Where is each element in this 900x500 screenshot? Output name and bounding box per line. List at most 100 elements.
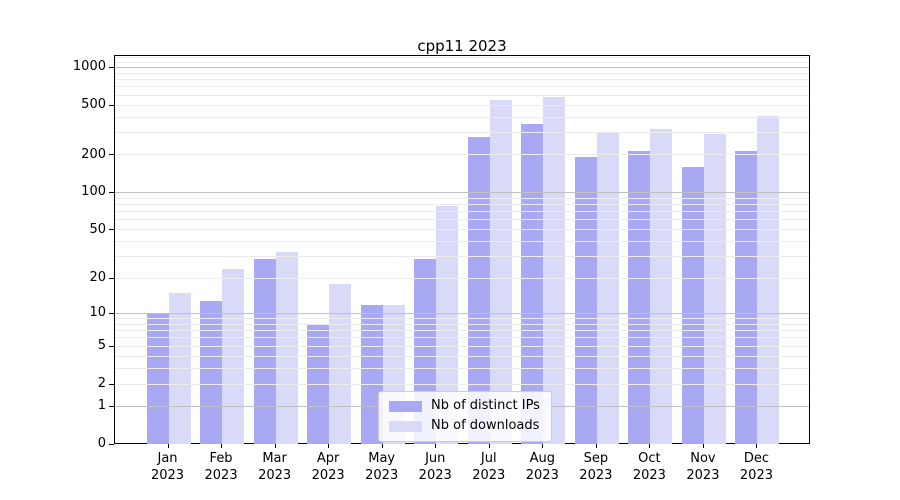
x-tick-dec bbox=[756, 443, 758, 448]
bar-downloads-apr bbox=[329, 284, 352, 444]
x-tick-label-jul: Jul 2023 bbox=[457, 450, 521, 484]
gridline-minor bbox=[115, 355, 809, 357]
gridline-minor bbox=[115, 154, 809, 156]
y-tick-label-20: 20 bbox=[89, 270, 106, 286]
chart-title: cpp11 2023 bbox=[417, 37, 507, 55]
x-tick-label-aug: Aug 2023 bbox=[510, 450, 574, 484]
y-tick-50 bbox=[109, 229, 114, 231]
gridline-minor bbox=[115, 330, 809, 332]
y-tick-label-2: 2 bbox=[97, 376, 106, 392]
gridline-major bbox=[115, 191, 809, 193]
legend: Nb of distinct IPs Nb of downloads bbox=[378, 391, 552, 442]
gridline-minor bbox=[115, 203, 809, 205]
x-tick-label-may: May 2023 bbox=[350, 450, 414, 484]
plot-area bbox=[114, 55, 810, 444]
x-tick-year: 2023 bbox=[418, 468, 452, 483]
x-tick-month: May bbox=[368, 451, 396, 466]
x-tick-year: 2023 bbox=[150, 468, 185, 483]
bar-downloads-jul bbox=[489, 99, 512, 444]
bar-downloads-aug bbox=[543, 96, 566, 444]
x-tick-month: Oct bbox=[638, 451, 661, 466]
bar-downloads-oct bbox=[650, 128, 673, 444]
x-tick-month: Feb bbox=[209, 451, 233, 466]
y-tick-100 bbox=[109, 191, 114, 193]
x-tick-year: 2023 bbox=[579, 468, 613, 483]
x-tick-month: Jul bbox=[480, 451, 497, 466]
gridline-minor bbox=[115, 57, 809, 59]
x-tick-may bbox=[381, 443, 383, 448]
y-tick-1000 bbox=[109, 66, 114, 68]
y-tick-label-5: 5 bbox=[97, 338, 106, 354]
y-tick-10 bbox=[109, 312, 114, 314]
y-tick-label-1000: 1000 bbox=[72, 59, 106, 75]
y-tick-label-50: 50 bbox=[89, 221, 106, 237]
x-tick-month: Aug bbox=[529, 451, 555, 466]
x-tick-label-jun: Jun 2023 bbox=[403, 450, 467, 484]
gridline-minor bbox=[115, 219, 809, 221]
gridline-major bbox=[115, 66, 809, 68]
x-tick-label-nov: Nov 2023 bbox=[671, 450, 735, 484]
x-tick-label-feb: Feb 2023 bbox=[189, 450, 253, 484]
x-tick-year: 2023 bbox=[686, 468, 720, 483]
x-tick-oct bbox=[649, 443, 651, 448]
x-tick-year: 2023 bbox=[258, 468, 292, 483]
x-tick-jul bbox=[488, 443, 490, 448]
x-tick-label-oct: Oct 2023 bbox=[617, 450, 681, 484]
legend-label-downloads: Nb of downloads bbox=[431, 418, 540, 433]
legend-item-downloads: Nb of downloads bbox=[389, 419, 540, 433]
x-tick-jan bbox=[167, 443, 169, 448]
x-tick-apr bbox=[328, 443, 330, 448]
y-tick-1 bbox=[109, 405, 114, 407]
y-tick-200 bbox=[109, 154, 114, 156]
bar-downloads-sep bbox=[596, 132, 619, 444]
bar-distinct-ips-sep bbox=[574, 157, 597, 444]
gridline-minor bbox=[115, 197, 809, 199]
x-tick-sep bbox=[595, 443, 597, 448]
gridline-minor bbox=[115, 345, 809, 347]
y-tick-label-500: 500 bbox=[81, 97, 106, 113]
gridline-minor bbox=[115, 132, 809, 134]
gridline-minor bbox=[115, 86, 809, 88]
gridline-minor bbox=[115, 104, 809, 106]
x-tick-year: 2023 bbox=[472, 468, 506, 483]
x-tick-month: Nov bbox=[690, 451, 716, 466]
bar-distinct-ips-oct bbox=[628, 151, 651, 444]
gridline-major bbox=[115, 312, 809, 314]
x-tick-month: Apr bbox=[316, 451, 340, 466]
x-tick-mar bbox=[274, 443, 276, 448]
x-tick-month: Mar bbox=[262, 451, 287, 466]
x-tick-label-sep: Sep 2023 bbox=[564, 450, 628, 484]
bar-distinct-ips-feb bbox=[200, 300, 223, 444]
x-tick-month: Jan bbox=[157, 451, 178, 466]
x-tick-year: 2023 bbox=[739, 468, 773, 483]
bar-distinct-ips-jan bbox=[146, 313, 169, 444]
x-tick-month: Sep bbox=[583, 451, 609, 466]
x-tick-month: Dec bbox=[743, 451, 770, 466]
legend-label-distinct-ips: Nb of distinct IPs bbox=[431, 398, 540, 413]
gridline-minor bbox=[115, 79, 809, 81]
x-tick-aug bbox=[542, 443, 544, 448]
gridline-minor bbox=[115, 337, 809, 339]
y-tick-20 bbox=[109, 277, 114, 279]
gridline-minor bbox=[115, 383, 809, 385]
gridline-minor bbox=[115, 211, 809, 213]
gridline-minor bbox=[115, 116, 809, 118]
y-tick-label-10: 10 bbox=[89, 305, 106, 321]
x-tick-feb bbox=[221, 443, 223, 448]
y-tick-label-0: 0 bbox=[97, 436, 106, 451]
legend-item-distinct-ips: Nb of distinct IPs bbox=[389, 399, 540, 413]
y-tick-2 bbox=[109, 383, 114, 385]
gridline-minor bbox=[115, 241, 809, 243]
gridline-minor bbox=[115, 367, 809, 369]
y-tick-0 bbox=[109, 443, 114, 445]
gridline-minor bbox=[115, 318, 809, 319]
bar-downloads-mar bbox=[275, 252, 298, 444]
x-tick-year: 2023 bbox=[365, 468, 399, 483]
x-tick-year: 2023 bbox=[311, 468, 345, 483]
x-tick-label-mar: Mar 2023 bbox=[243, 450, 307, 484]
x-tick-year: 2023 bbox=[204, 468, 238, 483]
gridline-minor bbox=[115, 277, 809, 279]
x-tick-nov bbox=[702, 443, 704, 448]
gridline-minor bbox=[115, 61, 809, 63]
